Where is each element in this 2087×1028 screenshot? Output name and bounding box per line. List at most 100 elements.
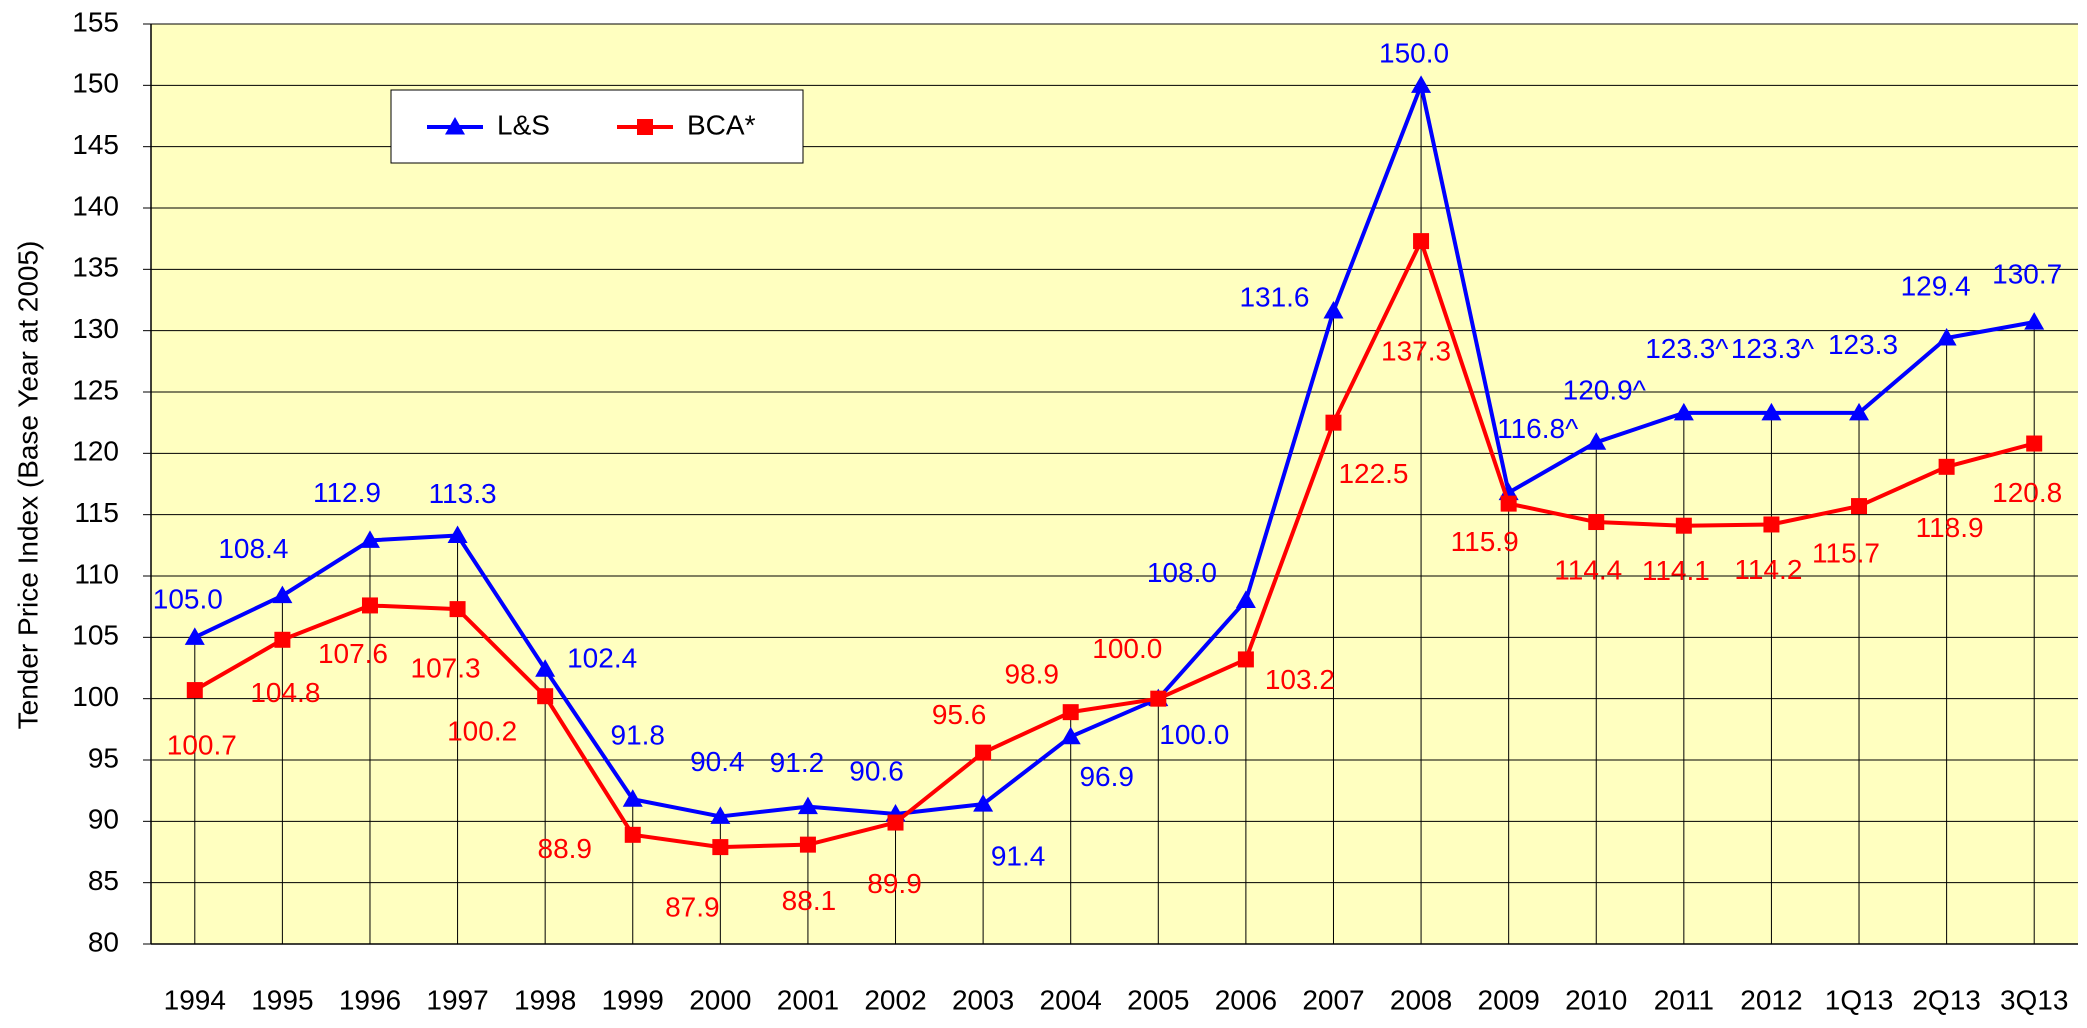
x-tick-label: 2000: [689, 984, 751, 1015]
point-marker: [1936, 328, 1957, 346]
x-tick-label: 2009: [1478, 984, 1540, 1015]
data-label: 123.3^: [1731, 333, 1814, 364]
point-marker: [710, 806, 731, 824]
point-marker: [973, 794, 994, 812]
data-label: 123.3: [1828, 329, 1898, 360]
data-label: 112.9: [313, 477, 381, 508]
data-label: 102.4: [567, 643, 637, 674]
data-label: 90.6: [849, 755, 904, 786]
data-label: 114.2: [1734, 554, 1802, 585]
y-tick-label: 95: [88, 742, 119, 773]
x-tick-label: 1997: [426, 984, 488, 1015]
x-tick-label: 2004: [1040, 984, 1102, 1015]
point-marker: [624, 826, 641, 843]
point-marker: [975, 744, 992, 761]
y-tick-label: 125: [72, 374, 119, 405]
data-label: 107.6: [318, 638, 388, 669]
data-label: 89.9: [867, 868, 922, 899]
y-tick-label: 120: [72, 436, 119, 467]
data-label: 87.9: [665, 891, 720, 922]
point-marker: [1763, 516, 1780, 533]
legend-label: BCA*: [687, 109, 756, 140]
point-marker: [359, 530, 380, 548]
x-tick-label: 2008: [1390, 984, 1452, 1015]
data-label: 88.9: [538, 833, 593, 864]
point-marker: [1060, 726, 1081, 745]
data-label: 91.2: [770, 747, 825, 778]
point-marker: [887, 814, 904, 831]
x-tick-label: 1998: [514, 984, 576, 1015]
x-tick-label: 1999: [602, 984, 664, 1015]
point-marker: [186, 682, 203, 699]
x-tick-label: 3Q13: [2000, 984, 2069, 1015]
data-label: 108.0: [1147, 557, 1217, 588]
point-marker: [2024, 312, 2045, 330]
plot-background: [151, 24, 2078, 944]
data-label: 129.4: [1901, 270, 1971, 301]
y-tick-label: 115: [74, 497, 119, 528]
point-marker: [445, 117, 465, 135]
point-marker: [2026, 435, 2043, 452]
point-marker: [1673, 402, 1694, 421]
data-label: 90.4: [690, 746, 745, 777]
data-label: 88.1: [782, 885, 837, 916]
point-marker: [1325, 414, 1342, 431]
data-label: 137.3: [1381, 336, 1451, 367]
point-marker: [537, 688, 554, 705]
point-marker: [1500, 495, 1517, 512]
legend-label: L&S: [497, 109, 550, 140]
point-marker: [535, 659, 556, 677]
x-tick-label: 2005: [1127, 984, 1189, 1015]
point-marker: [1849, 402, 1870, 421]
data-label: 100.7: [167, 729, 237, 760]
point-marker: [447, 525, 468, 544]
x-tick-label: 2001: [777, 984, 839, 1015]
point-marker: [637, 119, 653, 135]
data-label: 114.1: [1642, 555, 1710, 586]
data-label: 116.8^: [1497, 413, 1578, 444]
point-marker: [1413, 233, 1430, 250]
y-tick-label: 140: [72, 190, 119, 221]
point-marker: [712, 839, 729, 856]
series-line: [193, 239, 2035, 850]
point-marker: [1062, 704, 1079, 721]
y-tick-label: 135: [72, 252, 119, 283]
point-marker: [1323, 301, 1344, 319]
data-label: 120.8: [1992, 477, 2062, 508]
point-marker: [361, 597, 378, 614]
point-marker: [1588, 514, 1605, 531]
data-label: 91.4: [991, 841, 1046, 872]
point-marker: [1237, 651, 1254, 668]
data-label: 100.2: [447, 716, 517, 747]
x-tick-label: 2010: [1565, 984, 1627, 1015]
x-tick-label: 2003: [952, 984, 1014, 1015]
y-tick-label: 155: [72, 6, 119, 37]
data-label: 108.4: [218, 533, 288, 564]
data-label: 115.9: [1451, 526, 1519, 557]
x-tick-label: 2007: [1302, 984, 1364, 1015]
data-label: 100.0: [1159, 719, 1229, 750]
point-marker: [272, 585, 293, 604]
data-label: 122.5: [1338, 458, 1408, 489]
data-label: 118.9: [1916, 512, 1984, 543]
x-tick-label: 2011: [1654, 984, 1714, 1015]
x-tick-label: 1995: [251, 984, 313, 1015]
y-tick-label: 90: [88, 804, 119, 835]
x-tick-label: 2Q13: [1912, 984, 1981, 1015]
point-marker: [1411, 75, 1432, 93]
point-marker: [449, 601, 466, 618]
data-label: 98.9: [1004, 659, 1059, 690]
data-label: 91.8: [611, 720, 666, 751]
point-marker: [799, 836, 816, 853]
point-marker: [1938, 458, 1955, 475]
data-label: 113.3: [429, 478, 497, 509]
data-label: 114.4: [1554, 554, 1622, 585]
point-marker: [184, 627, 205, 645]
point-marker: [622, 789, 643, 807]
data-label: 123.3^: [1645, 333, 1728, 364]
y-tick-label: 105: [72, 620, 119, 651]
data-label: 96.9: [1079, 761, 1134, 792]
y-tick-label: 130: [72, 313, 119, 344]
y-tick-label: 85: [88, 865, 119, 896]
